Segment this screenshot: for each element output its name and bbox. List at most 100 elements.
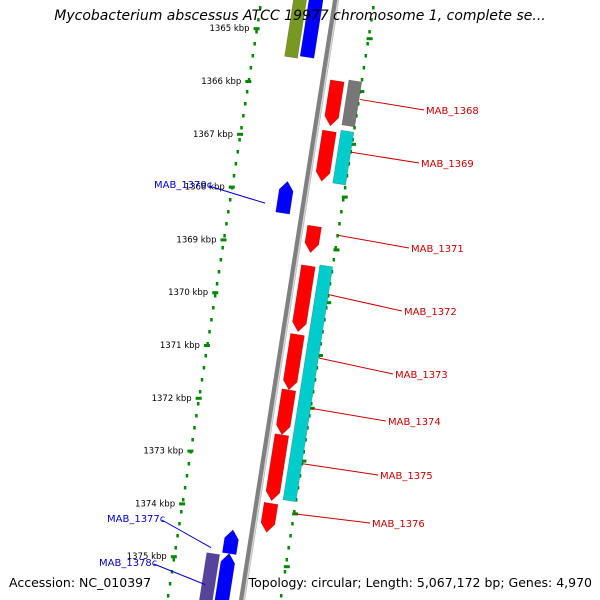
scale-label: 1366 kbp <box>201 77 241 87</box>
callout-line <box>161 519 212 549</box>
cog-box-mab-1378c <box>197 552 220 600</box>
minor-tick-right <box>289 534 292 538</box>
minor-tick-left <box>232 174 236 178</box>
minor-tick-right <box>293 510 296 514</box>
callout-line <box>329 294 403 312</box>
cog-box-mab-1369 <box>332 129 355 186</box>
minor-tick-left <box>221 246 224 250</box>
minor-tick-left <box>183 486 187 490</box>
backbone-line <box>238 0 340 600</box>
minor-tick-right <box>362 66 366 70</box>
minor-tick-left <box>249 66 253 70</box>
minor-tick-left <box>236 150 239 154</box>
major-tick-left <box>237 132 244 136</box>
major-tick-left <box>228 185 235 189</box>
minor-tick-left <box>180 510 183 514</box>
minor-tick-right <box>360 78 364 82</box>
major-tick-right <box>341 195 348 199</box>
scale-label: 1375 kbp <box>127 552 167 562</box>
gene-label-mab_1374: MAB_1374 <box>388 417 441 428</box>
minor-tick-left <box>225 222 228 226</box>
minor-tick-left <box>234 162 238 166</box>
gene-arrow-top <box>299 0 325 59</box>
gene-label-mab_1371: MAB_1371 <box>411 244 464 255</box>
minor-tick-left <box>191 438 194 442</box>
gene-arrow-mab_1372 <box>292 264 316 333</box>
minor-tick-left <box>255 30 258 34</box>
minor-tick-left <box>185 474 189 478</box>
minor-tick-left <box>198 390 202 394</box>
callout-line <box>294 513 371 524</box>
major-tick-left <box>253 27 260 31</box>
major-tick-left <box>245 80 252 83</box>
gene-label-mab_1373: MAB_1373 <box>395 370 448 381</box>
minor-tick-left <box>178 522 181 526</box>
minor-tick-right <box>283 570 287 574</box>
minor-tick-left <box>202 366 206 370</box>
minor-tick-left <box>206 342 209 346</box>
gene-arrow-mab_1376 <box>260 501 279 533</box>
minor-tick-left <box>212 306 215 310</box>
minor-tick-left <box>238 138 241 142</box>
callout-line <box>351 151 420 164</box>
minor-tick-right <box>370 18 373 22</box>
minor-tick-right <box>336 234 339 238</box>
major-tick-left <box>195 396 202 400</box>
major-tick-left <box>187 449 194 453</box>
minor-tick-left <box>166 594 170 598</box>
minor-tick-left <box>168 582 172 586</box>
minor-tick-right <box>340 210 343 214</box>
minor-tick-right <box>291 522 294 526</box>
minor-tick-left <box>195 414 198 418</box>
minor-tick-left <box>204 354 208 358</box>
minor-tick-right <box>366 42 369 46</box>
gene-arrow-mab_1368 <box>324 79 345 127</box>
major-tick-left <box>170 555 177 559</box>
minor-tick-left <box>213 294 217 298</box>
major-tick-right <box>333 248 340 252</box>
scale-label: 1365 kbp <box>210 24 250 34</box>
minor-tick-left <box>200 378 204 382</box>
minor-tick-right <box>341 198 345 202</box>
scale-label: 1371 kbp <box>160 341 200 351</box>
gene-arrow-mab_1377c <box>221 529 239 556</box>
callout-line <box>302 463 379 476</box>
scale-label: 1372 kbp <box>152 394 192 404</box>
scale-label: 1374 kbp <box>135 499 175 509</box>
gene-label-mab_1370c: MAB_1370c <box>154 180 212 191</box>
minor-tick-left <box>215 282 219 286</box>
minor-tick-right <box>332 258 336 262</box>
map-title: Mycobacterium abscessus ATCC 19977 chrom… <box>54 8 546 24</box>
callout-line <box>319 357 394 375</box>
gene-arrow-mab_1375 <box>265 433 290 502</box>
minor-tick-left <box>242 114 245 118</box>
scale-label: 1367 kbp <box>193 130 233 140</box>
minor-tick-left <box>245 90 249 94</box>
minor-tick-left <box>240 126 243 130</box>
major-tick-left <box>179 502 186 506</box>
minor-tick-left <box>228 198 232 202</box>
cog-box-top <box>284 0 309 59</box>
minor-tick-left <box>197 402 200 406</box>
gene-label-mab_1376: MAB_1376 <box>372 519 425 530</box>
minor-tick-left <box>253 42 256 46</box>
gene-arrow-mab_1373 <box>283 333 305 391</box>
major-tick-right <box>283 565 290 569</box>
major-tick-right <box>366 37 373 41</box>
major-tick-right <box>325 301 332 305</box>
major-tick-right <box>300 459 307 463</box>
gene-label-mab_1375: MAB_1375 <box>380 471 433 482</box>
minor-tick-right <box>334 246 337 250</box>
minor-tick-left <box>176 534 179 538</box>
minor-tick-right <box>372 6 375 10</box>
minor-tick-right <box>287 546 290 550</box>
minor-tick-right <box>364 54 368 58</box>
gene-label-mab_1378c: MAB_1378c <box>99 558 157 569</box>
gene-label-mab_1369: MAB_1369 <box>421 159 474 170</box>
cog-box-mab-1368 <box>341 79 363 128</box>
major-tick-left <box>212 291 219 295</box>
accession-text: Accession: NC_010397 <box>9 575 152 590</box>
minor-tick-right <box>343 186 347 190</box>
